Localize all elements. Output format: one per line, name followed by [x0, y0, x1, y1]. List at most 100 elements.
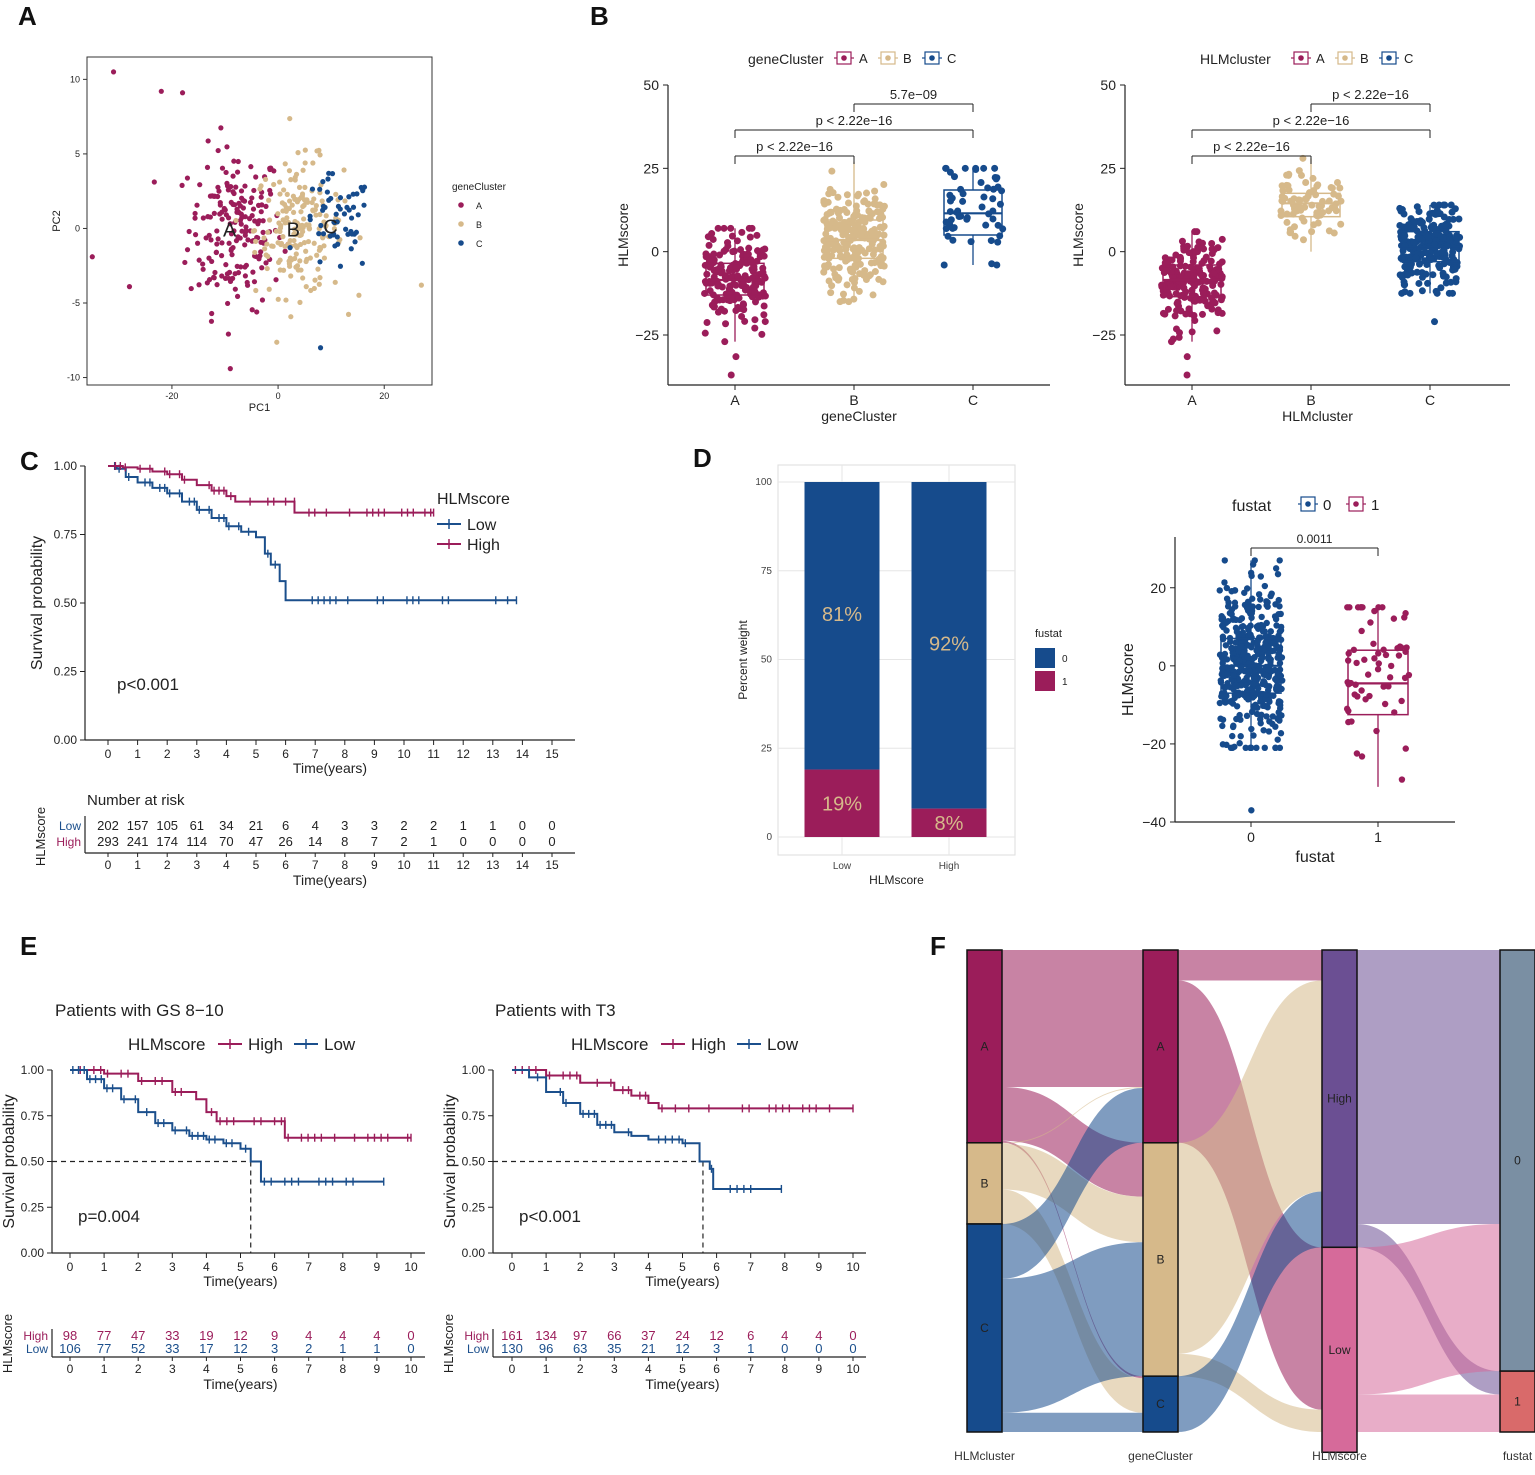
data-point [1208, 250, 1216, 258]
data-point [194, 240, 201, 246]
data-point [1214, 306, 1222, 314]
data-point [827, 289, 835, 297]
data-point [1221, 579, 1228, 586]
data-point [309, 186, 316, 192]
data-point [1272, 615, 1280, 623]
data-point [225, 300, 231, 307]
data-point [275, 211, 281, 217]
x-tick-label: C [968, 392, 978, 408]
legend-label: B [1360, 51, 1369, 66]
data-point [1272, 744, 1279, 752]
risk-y-axis-label: HLMscore [441, 1314, 456, 1373]
data-point [151, 179, 157, 185]
x-tick-label: 11 [427, 747, 440, 761]
y-tick-label: 5 [75, 149, 80, 159]
data-point [226, 240, 232, 246]
data-point [1237, 716, 1244, 723]
x-tick-label: 2 [577, 1260, 584, 1274]
risk-x-tick-label: 3 [193, 858, 200, 872]
risk-count: 1 [460, 818, 467, 833]
x-tick-label: 0 [105, 747, 112, 761]
data-point [1415, 234, 1423, 242]
data-point [230, 173, 236, 179]
data-point [1191, 228, 1199, 236]
data-point [871, 268, 879, 276]
x-tick-label: 0 [509, 1260, 516, 1274]
alluvial-flow [1357, 950, 1500, 1224]
legend-label: 1 [1371, 497, 1379, 514]
data-point [1250, 675, 1258, 682]
risk-count: 33 [165, 1328, 179, 1343]
risk-count: 21 [641, 1341, 655, 1356]
data-point [823, 263, 831, 271]
data-point [1315, 202, 1323, 210]
data-point [303, 248, 309, 254]
risk-x-tick-label: 5 [253, 858, 260, 872]
data-point [853, 207, 861, 215]
data-point [1371, 607, 1378, 615]
data-point [293, 232, 299, 238]
x-tick-label: Low [833, 861, 852, 872]
data-point [1172, 251, 1180, 259]
data-point [1190, 248, 1198, 256]
data-point [753, 231, 761, 239]
risk-count: 7 [371, 834, 378, 849]
alluvial-node [1321, 1246, 1358, 1454]
data-point [867, 259, 875, 267]
data-point [722, 320, 730, 328]
data-point [714, 224, 722, 232]
x-tick-label: 6 [713, 1260, 720, 1274]
data-point [321, 255, 328, 261]
data-point [1207, 257, 1215, 265]
data-point [1183, 353, 1191, 361]
data-point [1257, 596, 1264, 603]
data-point [989, 215, 997, 223]
data-point [1275, 610, 1282, 618]
y-tick-label: 0.50 [54, 596, 78, 610]
risk-count: 0 [849, 1341, 856, 1356]
data-point [213, 249, 219, 255]
risk-x-tick-label: 0 [509, 1362, 516, 1376]
x-tick-label: 9 [374, 1260, 381, 1274]
bar-label: 8% [935, 813, 964, 835]
x-tick-label: 10 [397, 747, 411, 761]
y-axis-label: Survival probability [29, 536, 46, 670]
data-point [1310, 221, 1318, 229]
data-point [854, 190, 862, 198]
legend-swatch-dot [929, 55, 935, 61]
data-point [1296, 203, 1304, 211]
data-point [880, 180, 888, 188]
risk-x-tick-label: 9 [374, 1362, 381, 1376]
data-point [959, 190, 967, 198]
y-tick-label: 0.00 [54, 733, 78, 747]
data-point [312, 207, 318, 213]
data-point [218, 125, 224, 131]
data-point [317, 152, 323, 158]
x-tick-label: 12 [457, 747, 471, 761]
legend-swatch [458, 221, 464, 227]
data-point [270, 243, 276, 249]
data-point [349, 231, 355, 237]
data-point [335, 241, 341, 247]
data-point [711, 298, 719, 306]
data-point [342, 198, 348, 204]
data-point [1264, 704, 1271, 711]
panel-label-A: A [18, 1, 37, 31]
data-point [282, 243, 288, 250]
data-point [356, 292, 362, 298]
data-point [1283, 218, 1291, 226]
x-tick-label: 14 [516, 747, 530, 761]
data-point [227, 221, 233, 227]
data-point [305, 238, 312, 245]
data-point [1424, 279, 1432, 287]
risk-x-tick-label: 4 [223, 858, 230, 872]
x-tick-label: 8 [339, 1260, 346, 1274]
data-point [288, 273, 294, 279]
risk-count: 12 [233, 1328, 247, 1343]
risk-y-axis-label: HLMscore [0, 1314, 15, 1373]
data-point [1404, 224, 1412, 232]
data-point [1261, 744, 1268, 752]
risk-count: 14 [308, 834, 322, 849]
data-point [1435, 261, 1443, 269]
x-tick-label: 5 [237, 1260, 244, 1274]
